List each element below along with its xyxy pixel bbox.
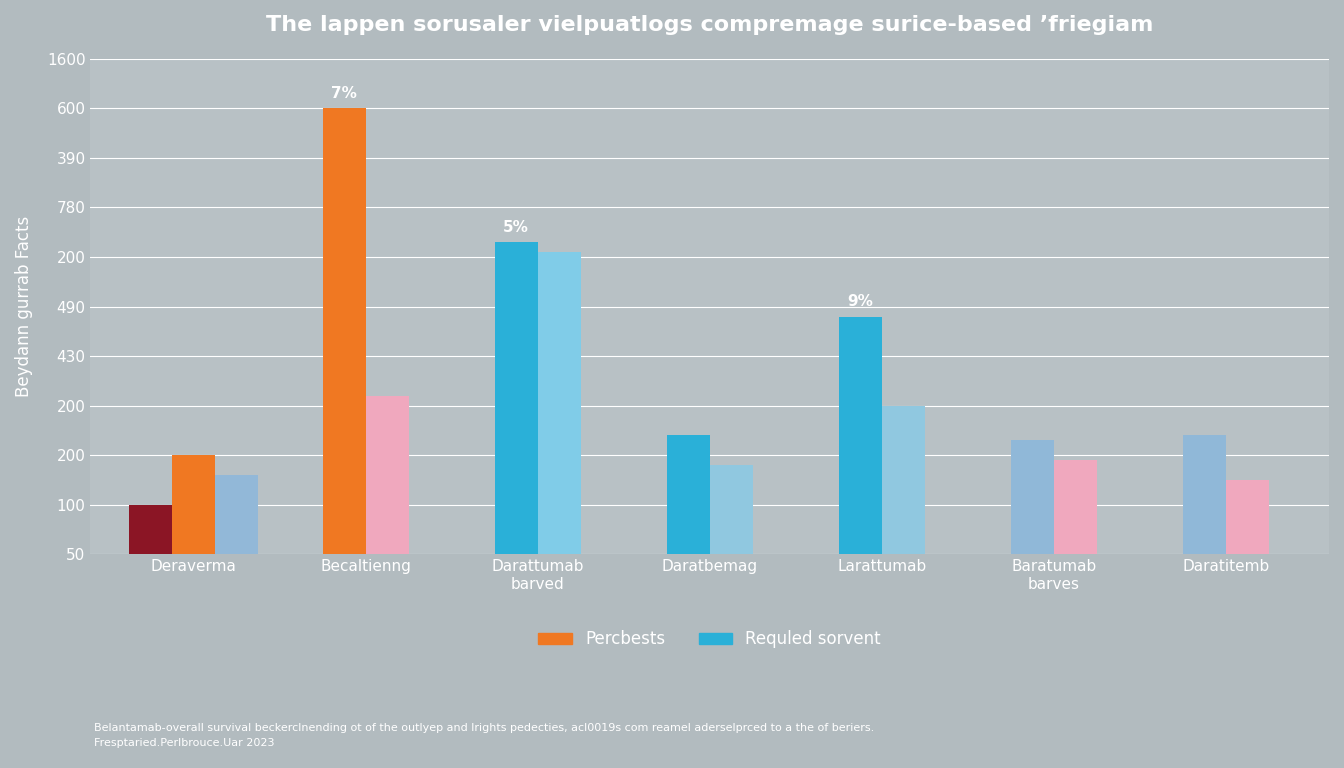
Text: 7%: 7% [331, 86, 358, 101]
Bar [839, 316, 882, 554]
Bar [172, 455, 215, 554]
Bar [667, 435, 710, 554]
Bar [1011, 440, 1054, 554]
Y-axis label: Beydann gurrab Facts: Beydann gurrab Facts [15, 216, 34, 397]
Text: 5%: 5% [503, 220, 530, 235]
Bar [538, 252, 581, 554]
Bar [323, 108, 366, 554]
Title: The lappen sorusaler vielpuatlogs compremage surice-based ’friegiam: The lappen sorusaler vielpuatlogs compre… [266, 15, 1153, 35]
Bar [215, 475, 258, 554]
Text: Fresptaried.Perlbrouce.Uar 2023: Fresptaried.Perlbrouce.Uar 2023 [94, 739, 274, 749]
Bar [366, 396, 409, 554]
Bar [1054, 460, 1097, 554]
Bar [495, 242, 538, 554]
Bar [710, 465, 753, 554]
Bar [129, 505, 172, 554]
Bar [1183, 435, 1226, 554]
Text: 9%: 9% [847, 294, 874, 309]
Text: Belantamab-overall survival beckerclnending ot of the outlyep and lrights pedect: Belantamab-overall survival beckerclnend… [94, 723, 875, 733]
Bar [882, 406, 925, 554]
Bar [1226, 480, 1269, 554]
Legend: Percbests, Requled sorvent: Percbests, Requled sorvent [532, 624, 887, 655]
